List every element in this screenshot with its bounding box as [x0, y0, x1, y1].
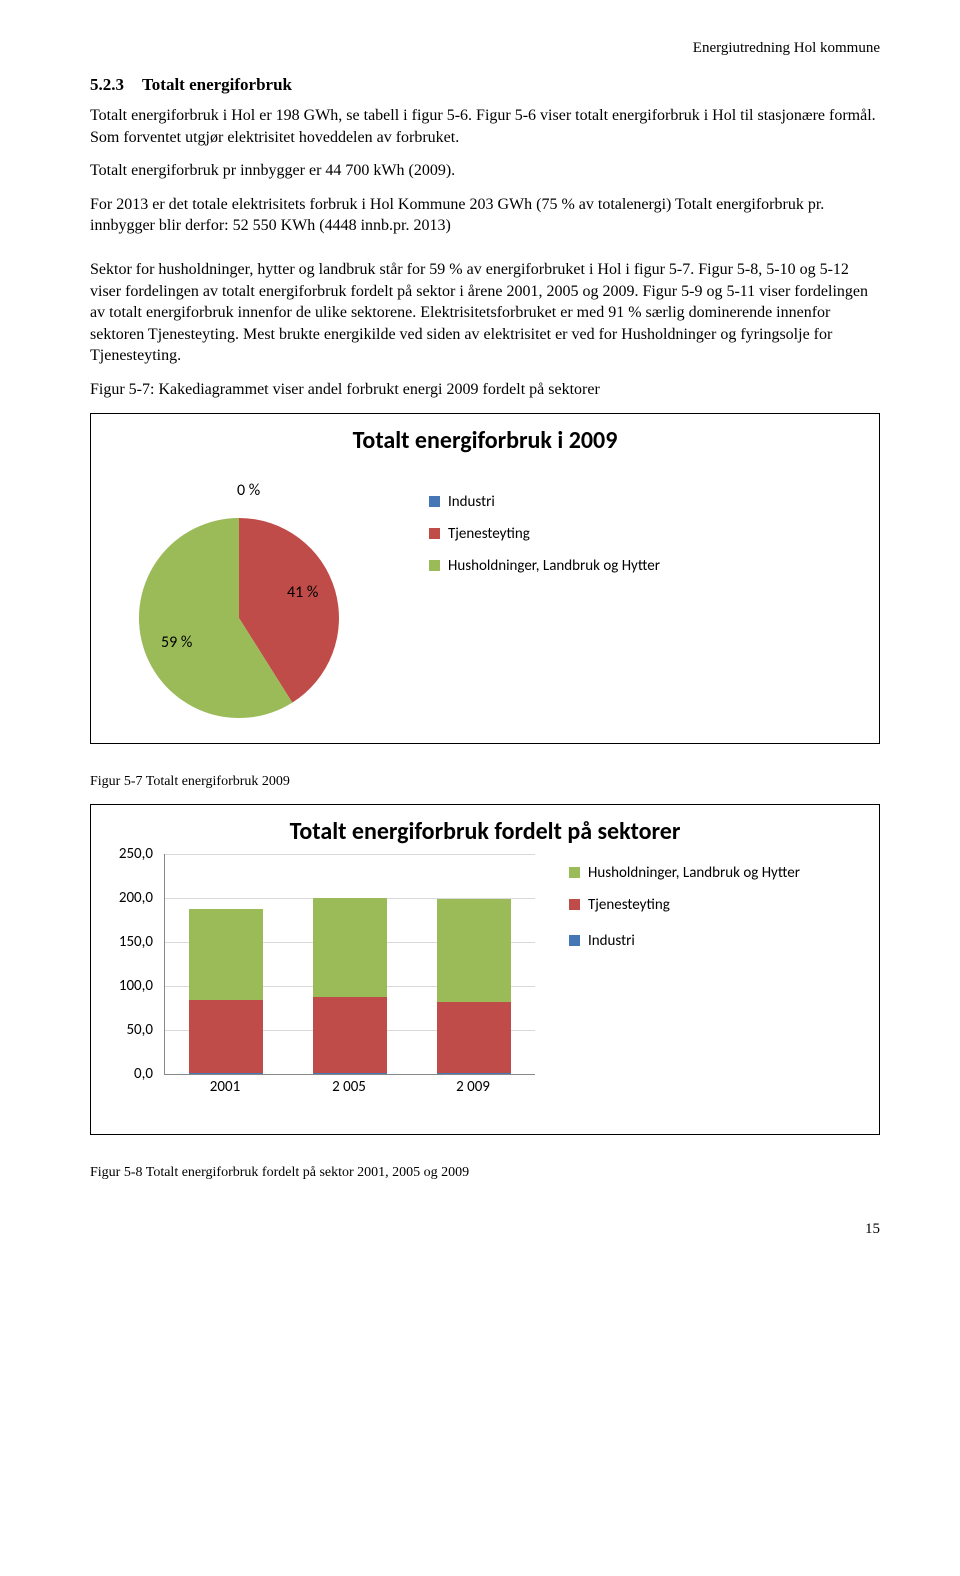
legend-item: Tjenesteyting — [429, 525, 861, 543]
section-title: Totalt energiforbruk — [142, 75, 292, 94]
legend-label: Industri — [448, 493, 495, 511]
bar-2009 — [437, 899, 511, 1073]
bar-y-axis-labels: 0,0 50,0 100,0 150,0 200,0 250,0 — [109, 854, 159, 1074]
bar-chart-area: 0,0 50,0 100,0 150,0 200,0 250,0 — [109, 854, 549, 1114]
bar-seg-tjenesteyting — [313, 997, 387, 1073]
legend-item: Industri — [429, 493, 861, 511]
legend-label: Industri — [588, 932, 635, 950]
x-tick: 2 005 — [332, 1078, 366, 1096]
page-number: 15 — [90, 1221, 880, 1238]
pie-chart-box: Totalt energiforbruk i 2009 0 % 41 % 59 … — [90, 413, 880, 744]
legend-swatch-icon — [569, 899, 580, 910]
legend-label: Husholdninger, Landbruk og Hytter — [588, 864, 800, 882]
bar-seg-tjenesteyting — [189, 1000, 263, 1072]
figure-caption: Figur 5-7 Totalt energiforbruk 2009 — [90, 774, 880, 790]
section-number: 5.2.3 — [90, 75, 124, 95]
legend-item: Industri — [569, 932, 861, 950]
y-tick: 150,0 — [119, 933, 153, 951]
bar-seg-tjenesteyting — [437, 1002, 511, 1072]
bar-chart-box: Totalt energiforbruk fordelt på sektorer… — [90, 804, 880, 1135]
pie-svg — [109, 463, 429, 723]
y-tick: 250,0 — [119, 845, 153, 863]
legend-item: Husholdninger, Landbruk og Hytter — [569, 864, 861, 882]
paragraph: Figur 5-7: Kakediagrammet viser andel fo… — [90, 379, 880, 401]
bar-chart-title: Totalt energiforbruk fordelt på sektorer — [109, 817, 861, 846]
pie-chart-title: Totalt energiforbruk i 2009 — [109, 426, 861, 455]
pie-legend: Industri Tjenesteyting Husholdninger, La… — [429, 463, 861, 589]
pie-chart-area: 0 % 41 % 59 % — [109, 463, 429, 723]
paragraph: Totalt energiforbruk pr innbygger er 44 … — [90, 160, 880, 182]
bar-seg-industri — [437, 1073, 511, 1074]
paragraph: Sektor for husholdninger, hytter og land… — [90, 259, 880, 367]
bar-2005 — [313, 898, 387, 1073]
legend-swatch-icon — [429, 560, 440, 571]
grid-line — [165, 854, 535, 855]
bar-seg-husholdninger — [313, 898, 387, 997]
x-tick: 2001 — [210, 1078, 240, 1096]
legend-swatch-icon — [429, 528, 440, 539]
pie-pct-husholdninger: 59 % — [161, 633, 192, 652]
legend-swatch-icon — [569, 867, 580, 878]
x-tick: 2 009 — [456, 1078, 490, 1096]
legend-label: Tjenesteyting — [588, 896, 670, 914]
y-tick: 50,0 — [126, 1021, 153, 1039]
paragraph: Totalt energiforbruk i Hol er 198 GWh, s… — [90, 105, 880, 148]
bar-2001 — [189, 909, 263, 1074]
legend-swatch-icon — [569, 935, 580, 946]
y-tick: 200,0 — [119, 889, 153, 907]
y-tick: 100,0 — [119, 977, 153, 995]
legend-item: Husholdninger, Landbruk og Hytter — [429, 557, 861, 575]
bar-seg-husholdninger — [189, 909, 263, 1001]
section-heading: 5.2.3 Totalt energiforbruk — [90, 75, 880, 95]
legend-swatch-icon — [429, 496, 440, 507]
bar-seg-husholdninger — [437, 899, 511, 1002]
figure-caption: Figur 5-8 Totalt energiforbruk fordelt p… — [90, 1165, 880, 1181]
y-tick: 0,0 — [134, 1065, 153, 1083]
legend-item: Tjenesteyting — [569, 896, 861, 914]
pie-pct-tjenesteyting: 41 % — [287, 583, 318, 602]
paragraph: For 2013 er det totale elektrisitets for… — [90, 194, 880, 237]
bar-seg-industri — [189, 1073, 263, 1074]
pie-pct-industri: 0 % — [237, 481, 260, 500]
page-header-title: Energiutredning Hol kommune — [90, 40, 880, 57]
bar-legend: Husholdninger, Landbruk og Hytter Tjenes… — [549, 854, 861, 964]
legend-label: Husholdninger, Landbruk og Hytter — [448, 557, 660, 575]
bar-plot-area — [164, 854, 535, 1075]
bar-seg-industri — [313, 1073, 387, 1074]
legend-label: Tjenesteyting — [448, 525, 530, 543]
